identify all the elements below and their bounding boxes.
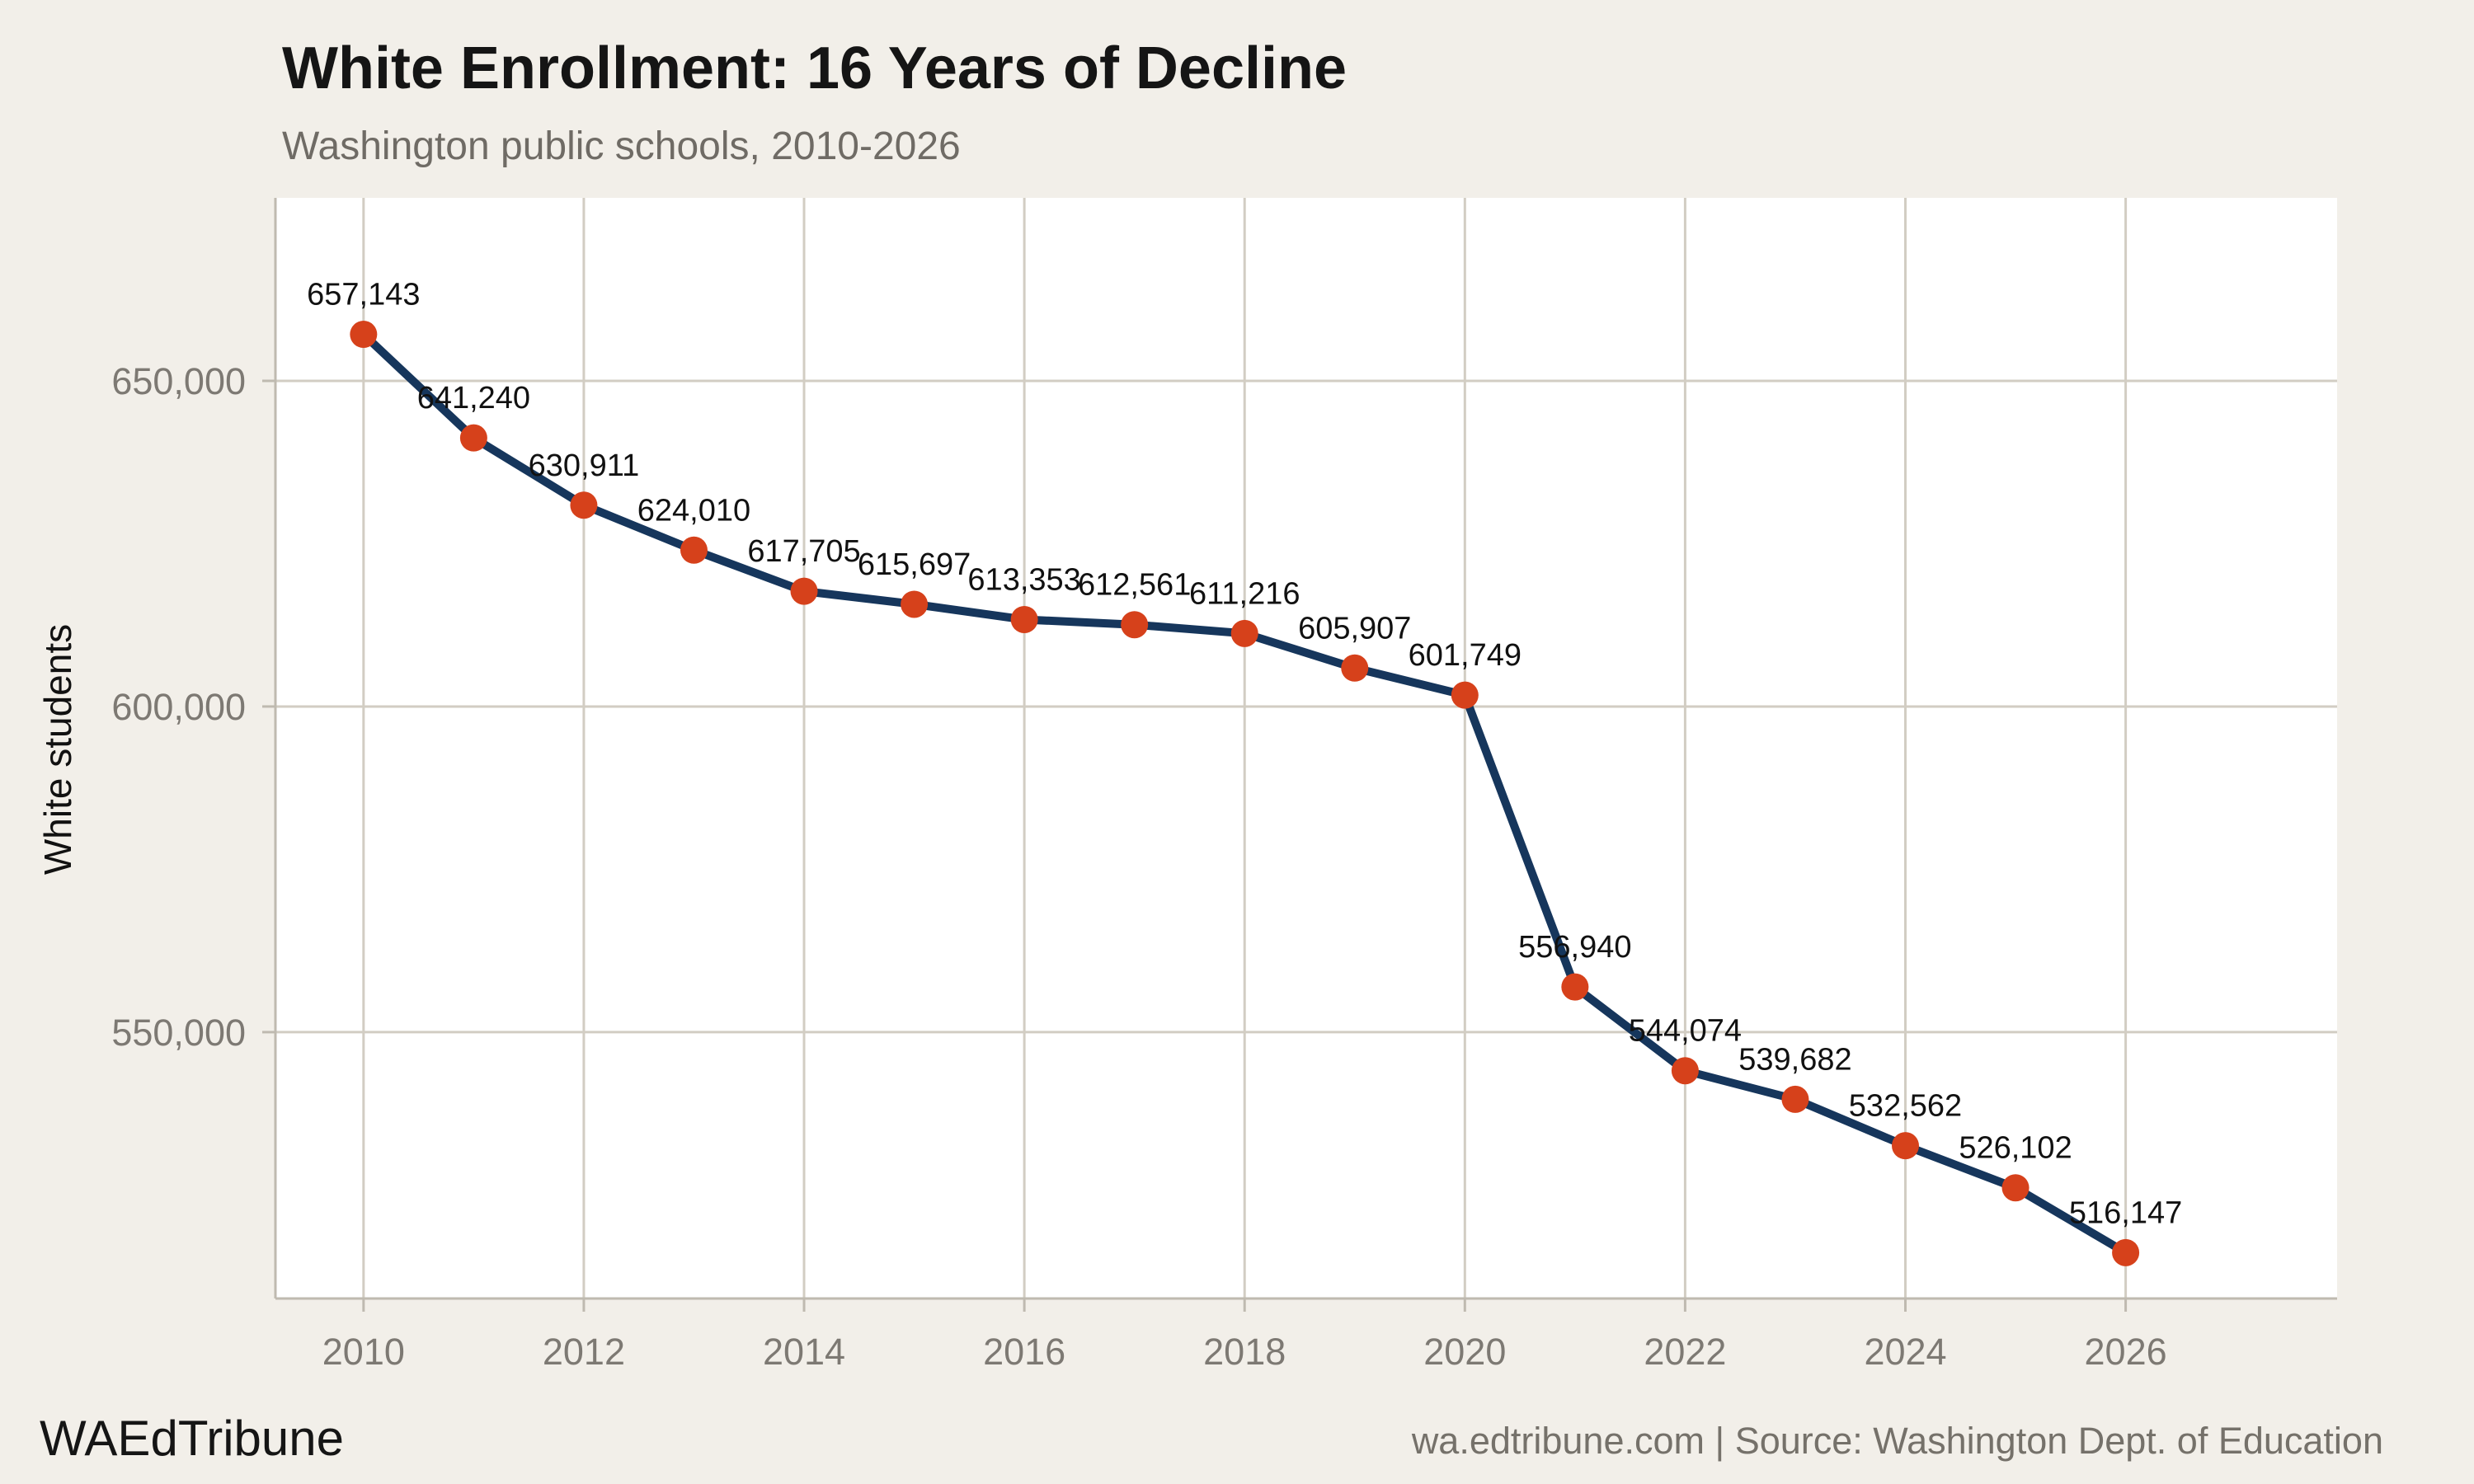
x-tick-label-2020: 2020 <box>1423 1331 1506 1373</box>
data-point-2023 <box>1781 1085 1809 1113</box>
x-tick-label-2010: 2010 <box>322 1331 405 1373</box>
data-point-2010 <box>350 321 378 349</box>
y-tick-label-650000: 650,000 <box>111 360 246 402</box>
data-point-2013 <box>680 536 708 564</box>
x-tick-label-2022: 2022 <box>1644 1331 1726 1373</box>
data-label-2012: 630,911 <box>529 448 640 483</box>
data-label-2021: 556,940 <box>1518 930 1631 965</box>
x-tick-label-2014: 2014 <box>763 1331 845 1373</box>
data-label-2024: 532,562 <box>1849 1089 1962 1124</box>
data-label-2025: 526,102 <box>1959 1131 2072 1166</box>
data-label-2014: 617,705 <box>747 534 860 569</box>
data-point-2019 <box>1341 654 1369 682</box>
chart-subtitle: Washington public schools, 2010-2026 <box>282 124 961 168</box>
data-point-2014 <box>790 577 818 605</box>
x-tick-label-2026: 2026 <box>2085 1331 2167 1373</box>
data-point-2021 <box>1561 973 1589 1001</box>
data-point-2025 <box>2001 1174 2030 1202</box>
data-label-2015: 615,697 <box>858 547 971 582</box>
data-label-2020: 601,749 <box>1409 638 1522 673</box>
x-tick-label-2024: 2024 <box>1864 1331 1946 1373</box>
data-point-2022 <box>1671 1057 1699 1085</box>
data-label-2026: 516,147 <box>2069 1195 2182 1230</box>
y-tick-label-600000: 600,000 <box>111 686 246 728</box>
data-point-2018 <box>1230 619 1258 647</box>
y-tick-label-550000: 550,000 <box>111 1012 246 1054</box>
data-label-2013: 624,010 <box>637 493 750 528</box>
data-label-2023: 539,682 <box>1738 1042 1851 1077</box>
data-label-2016: 613,353 <box>967 562 1080 597</box>
x-tick-label-2018: 2018 <box>1203 1331 1286 1373</box>
data-label-2010: 657,143 <box>307 278 420 312</box>
data-point-2026 <box>2112 1238 2140 1266</box>
chart-title: White Enrollment: 16 Years of Decline <box>282 35 1348 101</box>
x-tick-label-2012: 2012 <box>543 1331 625 1373</box>
publisher-logo-text: WAEdTribune <box>40 1411 345 1466</box>
data-label-2018: 611,216 <box>1189 576 1300 611</box>
data-label-2017: 612,561 <box>1078 568 1191 603</box>
data-point-2017 <box>1121 611 1149 639</box>
data-point-2016 <box>1010 605 1038 633</box>
data-label-2022: 544,074 <box>1629 1014 1742 1049</box>
data-point-2020 <box>1451 681 1479 709</box>
data-point-2015 <box>901 590 929 618</box>
data-label-2019: 605,907 <box>1298 611 1411 646</box>
data-label-2011: 641,240 <box>417 381 530 416</box>
data-point-2024 <box>1891 1132 1919 1160</box>
data-point-2011 <box>459 424 487 452</box>
data-point-2012 <box>570 491 598 519</box>
x-tick-label-2016: 2016 <box>983 1331 1065 1373</box>
source-attribution: wa.edtribune.com | Source: Washington De… <box>1411 1420 2383 1462</box>
